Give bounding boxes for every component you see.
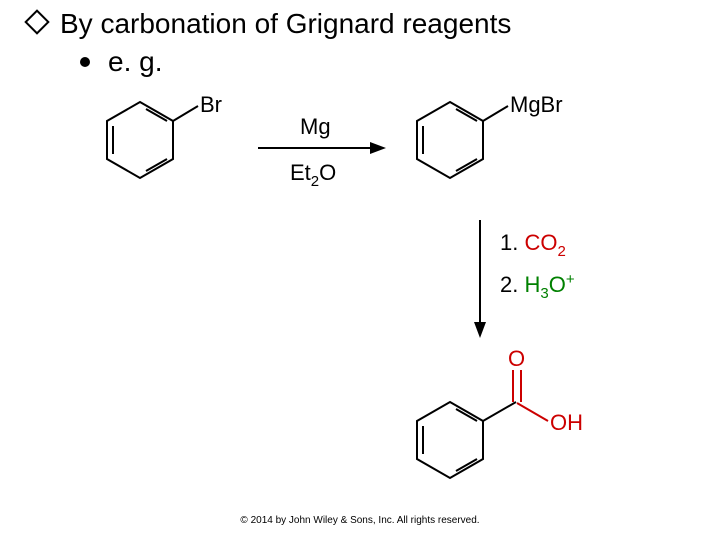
label-et2o: Et2O [290,160,336,190]
label-mgbr: MgBr [510,92,563,117]
copyright: © 2014 by John Wiley & Sons, Inc. All ri… [0,515,720,526]
label-carbonyl-o: O [508,346,525,371]
arrow-1 [258,142,386,154]
label-br: Br [200,92,222,117]
benzene-3 [417,402,516,478]
label-mg: Mg [300,114,331,139]
benzene-1 [107,102,198,178]
label-step1: 1. CO2 [500,230,566,260]
benzene-2 [417,102,508,178]
carboxyl-group [513,370,548,421]
reaction-scheme: Br Mg Et2O MgBr 1. CO2 2. H3O+ O OH [0,0,720,540]
label-oh: OH [550,410,583,435]
arrow-2 [474,220,486,338]
label-step2: 2. H3O+ [500,271,575,302]
